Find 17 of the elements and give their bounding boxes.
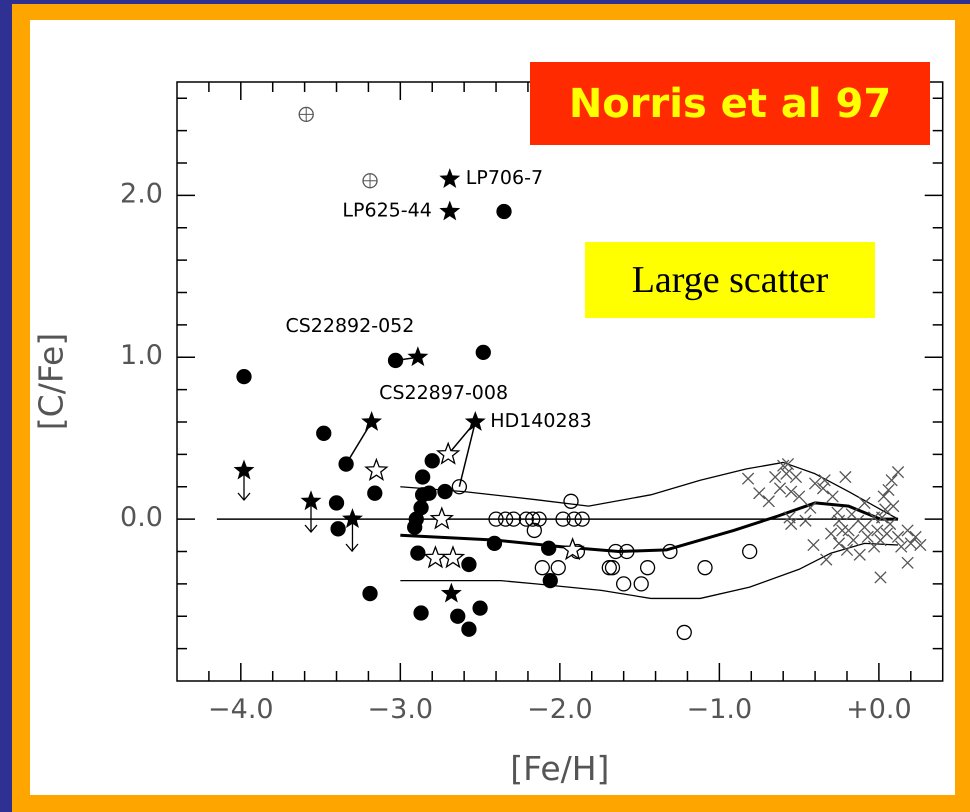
annotation: LP706-7 — [466, 167, 544, 190]
y-axis-title: [C/Fe] — [31, 332, 70, 430]
x-axis-title: [Fe/H] — [510, 748, 610, 788]
annotation: HD140283 — [490, 410, 592, 432]
y-tick-label: 2.0 — [120, 178, 163, 210]
annotation: Large scatter — [585, 242, 875, 318]
x-tick-label: −2.0 — [527, 694, 593, 726]
annotation: CS22897-008 — [379, 382, 508, 404]
x-tick-label: −1.0 — [686, 694, 752, 726]
annotation: LP625-44 — [342, 199, 432, 222]
x-tick-label: −3.0 — [368, 694, 434, 726]
annotation: Norris et al 97 — [530, 62, 930, 145]
x-tick-label: −4.0 — [208, 694, 274, 726]
annotation: CS22892-052 — [285, 315, 414, 338]
y-tick-label: 0.0 — [120, 502, 163, 534]
x-tick-label: +0.0 — [846, 694, 912, 726]
y-tick-label: 1.0 — [120, 340, 163, 372]
